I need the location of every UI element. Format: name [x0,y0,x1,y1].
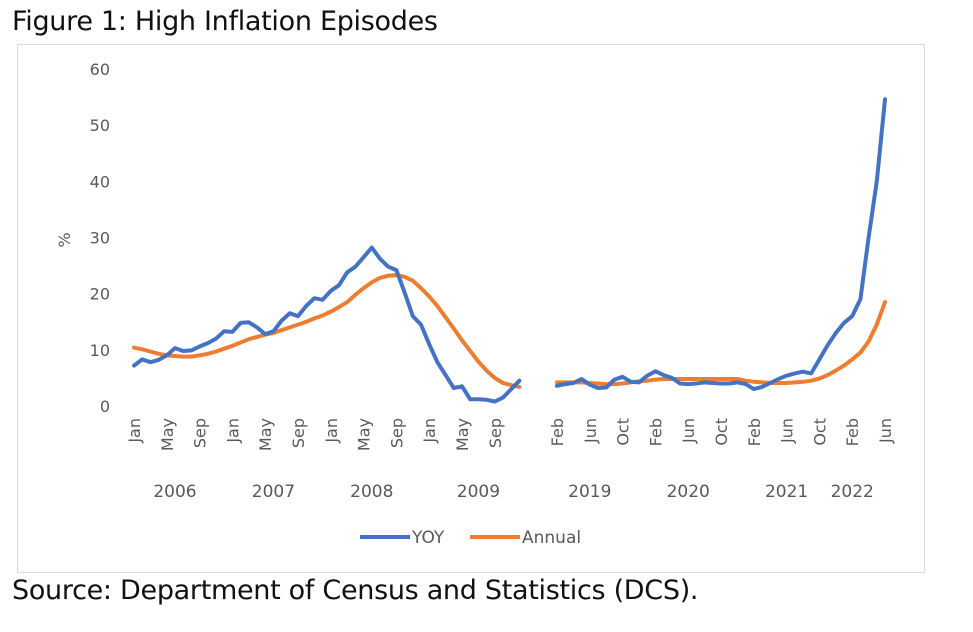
x-tick-label: Jan [223,418,242,444]
x-year-label: 2019 [568,482,611,502]
x-tick-label: May [158,418,177,451]
figure-title: Figure 1: High Inflation Episodes [12,6,438,37]
y-tick-label: 20 [90,285,110,304]
x-tick-label: Oct [810,418,829,446]
x-tick-label: Sep [387,418,406,448]
legend-label-yoy: YOY [411,528,445,548]
x-tick-label: Sep [486,418,505,448]
x-tick-label: Jun [876,418,895,444]
x-year-label: 2009 [457,482,500,502]
series-line-yoy-2019-2022 [555,97,887,392]
x-tick-label: May [256,418,275,451]
y-axis: 0 10 20 30 40 50 60 [90,60,110,416]
x-tick-label: Jan [322,418,341,444]
y-tick-label: 10 [90,341,110,360]
y-tick-label: 50 [90,116,110,135]
x-year-label: 2021 [765,482,808,502]
y-tick-label: 40 [90,172,110,191]
plot-lines [132,97,887,404]
series-line-annual-2019-2022 [555,300,887,387]
y-tick-label: 60 [90,60,110,79]
x-axis: Jan May Sep Jan May Sep Jan May Sep Jan May Sep 2006… [125,418,895,502]
x-year-label: 2008 [350,482,393,502]
y-tick-label: 0 [100,397,110,416]
x-year-label: 2006 [153,482,196,502]
x-tick-label: Feb [745,418,764,446]
x-tick-label: Jan [420,418,439,444]
chart-frame [17,44,925,573]
x-year-label: 2007 [252,482,295,502]
y-axis-label: % [55,232,74,247]
series-line-annual-2006-2009 [132,273,522,389]
x-tick-label: Jan [125,418,144,444]
x-tick-label: May [355,418,374,451]
x-tick-label: Sep [191,418,210,448]
series-line-yoy-2006-2009 [132,245,522,404]
source-note: Source: Department of Census and Statist… [12,575,699,606]
x-tick-label: Feb [548,418,567,446]
x-year-label: 2022 [831,482,874,502]
x-tick-label: Feb [843,418,862,446]
x-tick-label: Jun [679,418,698,444]
x-tick-label: Sep [289,418,308,448]
x-tick-label: Oct [712,418,731,446]
legend: YOY Annual [360,528,581,548]
y-tick-label: 30 [90,229,110,248]
legend-label-annual: Annual [522,528,581,548]
x-tick-label: Oct [614,418,633,446]
x-tick-label: Feb [646,418,665,446]
x-tick-label: Jun [778,418,797,444]
x-tick-label: Jun [581,418,600,444]
x-year-label: 2020 [667,482,710,502]
x-tick-label: May [453,418,472,451]
